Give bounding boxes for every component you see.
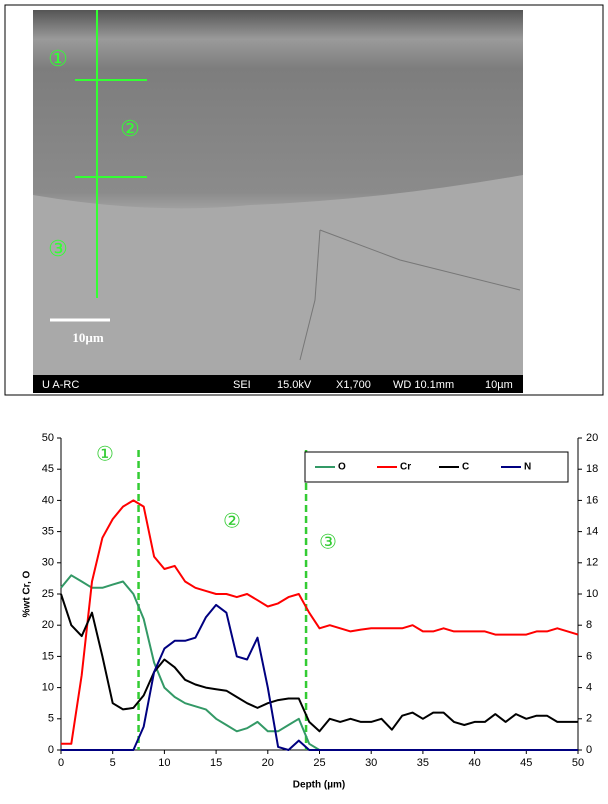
zone-label: ② (120, 116, 140, 141)
series-line (61, 603, 578, 751)
x-tick-label: 45 (520, 757, 532, 769)
y2-tick-label: 2 (586, 713, 592, 725)
y2-tick-label: 14 (586, 526, 598, 538)
status-text: X1,700 (336, 379, 371, 391)
status-text: U A-RC (42, 379, 79, 391)
legend-label: O (338, 462, 346, 473)
status-text: 10µm (485, 379, 513, 391)
status-text: 15.0kV (277, 379, 312, 391)
y-tick-label: 50 (42, 432, 54, 444)
zone-label: ③ (319, 531, 337, 553)
legend-box (304, 451, 569, 483)
zone-label: ② (223, 510, 241, 532)
y-tick-label: 30 (42, 557, 54, 569)
y2-tick-label: 10 (586, 588, 598, 600)
y2-tick-label: 8 (586, 619, 592, 631)
y-tick-label: 45 (42, 463, 54, 475)
y-tick-label: 5 (48, 713, 54, 725)
status-bar (33, 375, 523, 393)
x-tick-label: 40 (468, 757, 480, 769)
legend-label: Cr (400, 462, 411, 473)
y-tick-label: 40 (42, 494, 54, 506)
y-tick-label: 10 (42, 682, 54, 694)
x-tick-label: 5 (110, 757, 116, 769)
y-axis-label: %wt Cr, O (22, 570, 33, 617)
zone-label: ① (96, 443, 114, 465)
x-tick-label: 20 (262, 757, 274, 769)
y2-tick-label: 12 (586, 557, 598, 569)
zone-label: ③ (48, 236, 68, 261)
y2-tick-label: 0 (586, 744, 592, 756)
x-tick-label: 50 (572, 757, 584, 769)
y-tick-label: 20 (42, 619, 54, 631)
grain-boundary (299, 229, 521, 361)
status-text: WD 10.1mm (393, 379, 454, 391)
y2-tick-label: 20 (586, 432, 598, 444)
y-tick-label: 35 (42, 526, 54, 538)
x-tick-label: 25 (313, 757, 325, 769)
zone-label: ① (48, 46, 68, 71)
y2-tick-label: 18 (586, 463, 598, 475)
status-text: SEI (233, 379, 251, 391)
legend-label: N (524, 462, 531, 473)
x-tick-label: 30 (365, 757, 377, 769)
image-frame (4, 4, 604, 396)
x-tick-label: 0 (58, 757, 64, 769)
series-line (61, 499, 579, 745)
y-tick-label: 25 (42, 588, 54, 600)
scale-label: 10µm (72, 330, 103, 345)
x-tick-label: 10 (158, 757, 170, 769)
x-axis-label: Depth (µm) (293, 780, 345, 791)
y2-tick-label: 16 (586, 494, 598, 506)
legend-label: C (462, 462, 469, 473)
y-tick-label: 15 (42, 650, 54, 662)
y2-tick-label: 4 (586, 682, 592, 694)
y-tick-label: 0 (48, 744, 54, 756)
substrate-region (33, 175, 523, 375)
series-line (60, 593, 578, 733)
y2-tick-label: 6 (586, 650, 592, 662)
x-tick-label: 35 (417, 757, 429, 769)
x-tick-label: 15 (210, 757, 222, 769)
